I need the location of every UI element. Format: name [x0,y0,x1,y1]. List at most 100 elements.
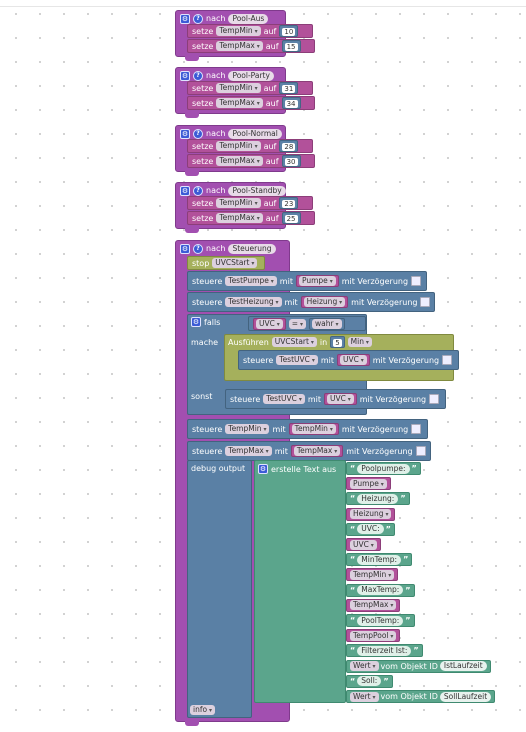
variable-dropdown[interactable]: TempMax [216,41,263,51]
variable-dropdown[interactable]: TempMax [216,156,263,166]
create-text-block[interactable] [254,460,346,703]
gear-icon[interactable]: ⚙ [180,185,190,196]
var-dropdown[interactable]: UVC [350,539,377,550]
set-variable-row[interactable]: setze TempMax auf 15 [187,39,315,53]
object-dropdown[interactable]: TestUVC [276,355,318,365]
value-dropdown[interactable]: Wert [350,661,379,672]
text-literal[interactable]: “ MaxTemp: ” [346,583,415,597]
gear-icon[interactable]: ⚙ [180,243,190,254]
control-row[interactable]: steuere TestPumpe mit Pumpe mit Verzöger… [187,271,427,291]
text-value[interactable]: Soll: [357,676,382,687]
variable-item[interactable]: Pumpe [346,477,391,491]
run-timer-dropdown[interactable]: UVCStart [271,337,317,347]
set-variable-row[interactable]: setze TempMin auf 10 [187,24,313,38]
var-dropdown[interactable]: Pumpe [350,478,387,489]
delay-checkbox[interactable] [411,276,422,286]
object-dropdown[interactable]: TestPumpe [225,276,277,286]
var-dropdown[interactable]: TempMax [350,600,397,611]
variable-dropdown[interactable]: TempMin [216,26,261,36]
delay-checkbox[interactable] [429,394,440,404]
var-dropdown[interactable]: TempMax [293,446,341,456]
help-icon[interactable]: ? [193,243,203,254]
compare-block[interactable]: UVC = wahr [248,316,366,331]
object-dropdown[interactable]: TempMax [225,446,272,456]
log-level-dropdown[interactable]: info [190,704,215,715]
procedure-name[interactable]: Pool-Aus [228,13,269,24]
run-unit-dropdown[interactable]: Min [347,337,372,347]
var-dropdown[interactable]: UVC [326,394,354,404]
delay-checkbox[interactable] [420,297,431,307]
var-dropdown[interactable]: UVC [339,355,367,365]
variable-dropdown[interactable]: TempMin [216,141,261,151]
control-row[interactable]: steuere TempMax mit TempMax mit Verzöger… [187,441,431,461]
variable-item[interactable]: TempMin [346,568,399,582]
procedure-name[interactable]: Pool-Standby [228,185,286,196]
operator-dropdown[interactable]: = [288,318,306,329]
procedure-name[interactable]: Pool-Party [228,70,274,81]
var-dropdown[interactable]: Pumpe [298,276,336,286]
delay-checkbox[interactable] [411,424,422,434]
var-dropdown[interactable]: Heizung [350,509,392,520]
else-control-row[interactable]: steuere TestUVC mit UVC mit Verzögerung [225,389,446,409]
variable-item[interactable]: Heizung [346,507,396,521]
help-icon[interactable]: ? [193,13,203,24]
text-literal[interactable]: “ MinTemp: ” [346,553,413,567]
control-row[interactable]: steuere TempMin mit TempMin mit Verzöger… [187,419,428,439]
object-dropdown[interactable]: TestUVC [263,394,305,404]
text-value[interactable]: Heizung: [357,493,399,504]
var-dropdown[interactable]: TempMin [291,424,336,434]
object-id[interactable]: SollLaufzeit [439,691,492,702]
stop-timer-block[interactable]: stop UVCStart [187,256,265,270]
gear-icon[interactable]: ⚙ [258,464,268,474]
debug-output-block[interactable] [187,460,252,718]
text-value[interactable]: UVC: [357,524,384,535]
set-variable-row[interactable]: setze TempMax auf 30 [187,154,315,168]
var-dropdown[interactable]: TempPool [350,630,397,641]
help-icon[interactable]: ? [193,185,203,196]
bool-dropdown[interactable]: wahr [312,318,342,329]
variable-dropdown[interactable]: TempMin [216,198,261,208]
help-icon[interactable]: ? [193,70,203,81]
object-value-item[interactable]: Wert vom Objekt ID IstLaufzeit [346,659,491,673]
var-dropdown[interactable]: UVC [256,318,283,329]
var-dropdown[interactable]: TempMin [350,569,395,580]
variable-dropdown[interactable]: TempMin [216,83,261,93]
control-row[interactable]: steuere TestHeizung mit Heizung mit Verz… [187,292,435,312]
object-dropdown[interactable]: TempMin [225,424,270,434]
text-value[interactable]: MinTemp: [357,554,402,565]
object-dropdown[interactable]: TestHeizung [225,297,282,307]
text-literal[interactable]: “ Heizung: ” [346,492,410,506]
var-dropdown[interactable]: Heizung [303,297,346,307]
set-variable-row[interactable]: setze TempMin auf 23 [187,196,313,210]
delay-checkbox[interactable] [442,355,453,365]
text-value[interactable]: Filterzeit Ist: [357,645,412,656]
text-value[interactable]: PoolTemp: [357,615,404,626]
text-value[interactable]: Poolpumpe: [357,463,410,474]
text-literal[interactable]: “ Soll: ” [346,674,393,688]
text-literal[interactable]: “ UVC: ” [346,522,395,536]
set-variable-row[interactable]: setze TempMin auf 28 [187,139,313,153]
text-literal[interactable]: “ Poolpumpe: ” [346,462,421,475]
variable-item[interactable]: TempPool [346,629,401,643]
timer-dropdown[interactable]: UVCStart [212,258,258,268]
variable-item[interactable]: TempMax [346,598,401,612]
variable-dropdown[interactable]: TempMax [216,213,263,223]
gear-icon[interactable]: ⚙ [180,13,190,24]
variable-item[interactable]: UVC [346,538,381,551]
set-variable-row[interactable]: setze TempMin auf 31 [187,81,313,95]
text-value[interactable]: MaxTemp: [357,585,404,596]
procedure-name[interactable]: Pool-Normal [228,128,282,139]
procedure-name[interactable]: Steuerung [228,243,276,254]
gear-icon[interactable]: ⚙ [180,70,190,81]
variable-dropdown[interactable]: TempMax [216,98,263,108]
then-control-row[interactable]: steuere TestUVC mit UVC mit Verzögerung [238,350,459,370]
value-dropdown[interactable]: Wert [350,691,379,702]
text-literal[interactable]: “ PoolTemp: ” [346,614,415,627]
set-variable-row[interactable]: setze TempMax auf 34 [187,96,315,110]
object-value-item[interactable]: Wert vom Objekt ID SollLaufzeit [346,690,496,703]
gear-icon[interactable]: ⚙ [191,317,201,327]
set-variable-row[interactable]: setze TempMax auf 25 [187,211,315,225]
gear-icon[interactable]: ⚙ [180,128,190,139]
text-literal[interactable]: “ Filterzeit Ist: ” [346,644,423,658]
help-icon[interactable]: ? [193,128,203,139]
